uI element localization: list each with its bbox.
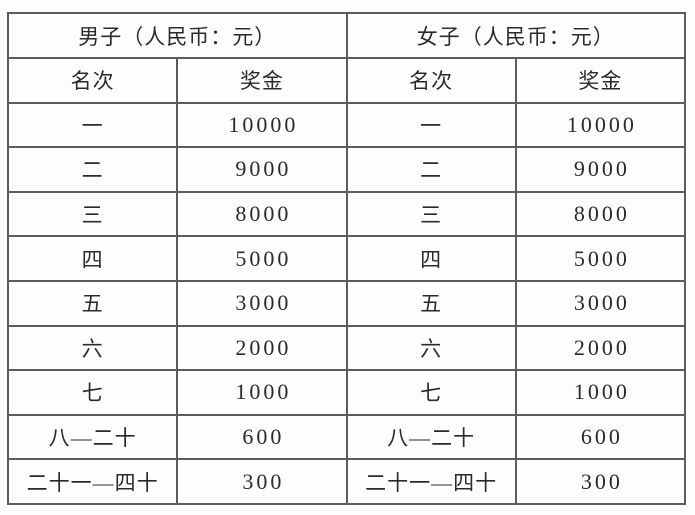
men-rank-cell: 二十一—四十	[6, 458, 179, 505]
men-prize-cell: 3000	[176, 279, 348, 327]
women-group-header: 女子（人民币：元）	[345, 12, 686, 59]
women-rank-cell: 七	[345, 369, 517, 416]
women-rank-cell: 六	[345, 324, 517, 372]
men-prize-header: 奖金	[176, 57, 348, 104]
women-prize-cell: 5000	[514, 235, 687, 282]
men-prize-cell: 600	[176, 413, 348, 461]
women-rank-cell: 五	[345, 279, 517, 327]
men-prize-cell: 10000	[176, 101, 348, 149]
table-row: 七 1000 七 1000	[6, 369, 687, 416]
women-prize-cell: 10000	[514, 101, 687, 149]
men-prize-cell: 2000	[176, 324, 348, 372]
table-row: 一 10000 一 10000	[6, 101, 687, 149]
women-prize-cell: 9000	[514, 146, 687, 193]
men-rank-header: 名次	[6, 57, 179, 104]
table-row: 三 8000 三 8000	[6, 190, 687, 238]
women-prize-cell: 600	[514, 413, 687, 461]
women-prize-cell: 1000	[514, 369, 687, 416]
men-rank-cell: 二	[6, 146, 179, 193]
table-row: 八—二十 600 八—二十 600	[6, 413, 687, 461]
women-rank-header: 名次	[345, 57, 517, 104]
group-header-row: 男子（人民币：元） 女子（人民币：元）	[7, 12, 686, 59]
table-row: 五 3000 五 3000	[6, 279, 687, 327]
women-rank-cell: 三	[345, 190, 517, 238]
men-rank-cell: 五	[6, 279, 179, 327]
women-rank-cell: 四	[345, 235, 517, 282]
table-body: 一 10000 一 10000 二 9000 二 9000 三 8000 三 8000 四 5000 四 50…	[6, 101, 687, 505]
prize-money-table: 男子（人民币：元） 女子（人民币：元） 名次 奖金 名次 奖金 一 10000 一 1…	[6, 12, 687, 505]
men-prize-cell: 9000	[176, 146, 348, 193]
men-prize-cell: 1000	[176, 369, 348, 416]
table-row: 四 5000 四 5000	[6, 235, 687, 282]
women-rank-cell: 八—二十	[345, 413, 517, 461]
men-rank-cell: 七	[6, 369, 179, 416]
women-rank-cell: 二	[345, 146, 517, 193]
women-prize-cell: 3000	[514, 279, 687, 327]
women-rank-cell: 二十一—四十	[345, 458, 517, 505]
table-row: 六 2000 六 2000	[6, 324, 687, 372]
men-rank-cell: 四	[6, 235, 179, 282]
women-rank-cell: 一	[345, 101, 517, 149]
men-prize-cell: 300	[176, 458, 348, 505]
women-prize-header: 奖金	[514, 57, 687, 104]
men-rank-cell: 一	[6, 101, 179, 149]
women-prize-cell: 2000	[514, 324, 687, 372]
men-rank-cell: 六	[6, 324, 179, 372]
men-prize-cell: 5000	[176, 235, 348, 282]
men-prize-cell: 8000	[176, 190, 348, 238]
table-row: 二 9000 二 9000	[6, 146, 687, 193]
men-rank-cell: 三	[6, 190, 179, 238]
men-group-header: 男子（人民币：元）	[7, 12, 348, 59]
men-rank-cell: 八—二十	[6, 413, 179, 461]
women-prize-cell: 8000	[514, 190, 687, 238]
table-row: 二十一—四十 300 二十一—四十 300	[6, 458, 687, 505]
women-prize-cell: 300	[514, 458, 687, 505]
column-header-row: 名次 奖金 名次 奖金	[6, 57, 687, 104]
